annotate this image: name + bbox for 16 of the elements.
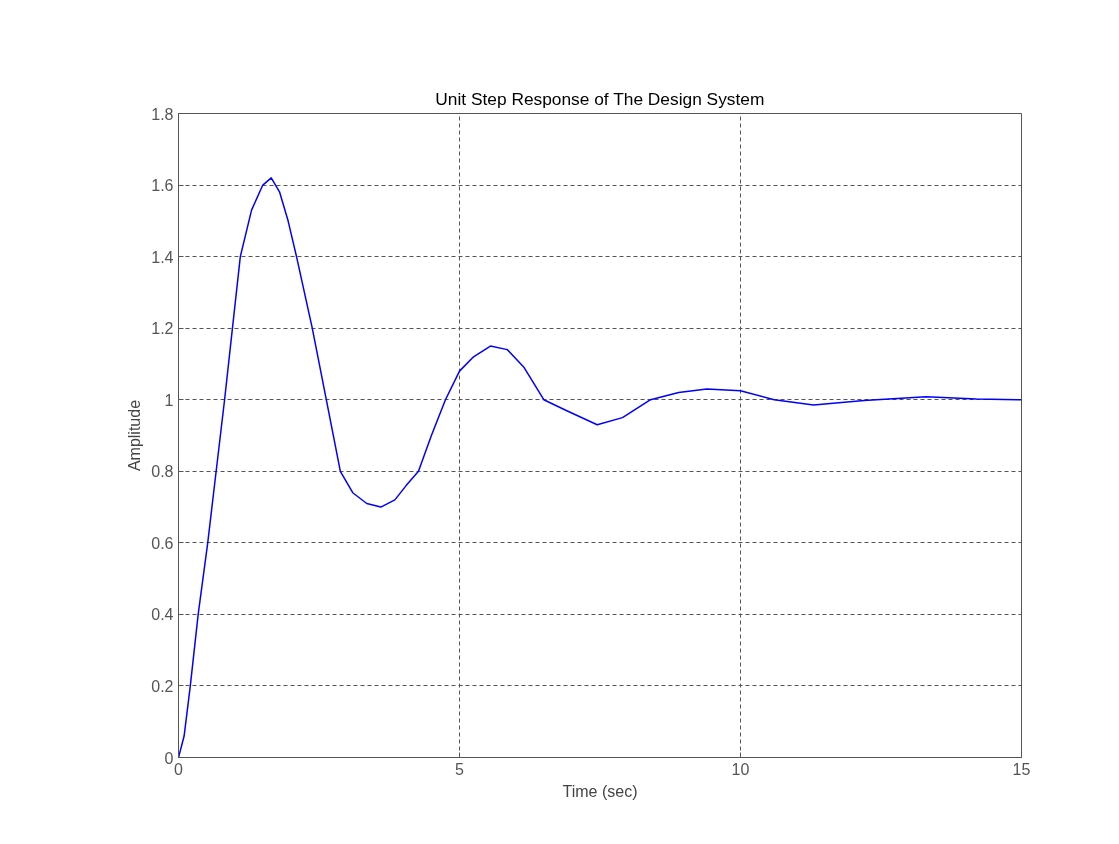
chart-title: Unit Step Response of The Design System	[435, 88, 765, 109]
y-tick-label: 0.4	[151, 606, 174, 624]
y-tick-label: 1.4	[151, 248, 174, 266]
y-tick-label: 0.6	[151, 534, 174, 552]
y-tick-label: 0.8	[151, 463, 174, 481]
y-tick-label: 1.6	[151, 177, 174, 195]
y-tick-label: 1	[164, 391, 174, 409]
y-axis-title: Amplitude	[126, 399, 144, 472]
y-tick-label: 0	[164, 749, 174, 767]
x-axis-title: Time (sec)	[562, 782, 638, 800]
x-tick-label: 10	[731, 760, 750, 778]
x-tick-label: 15	[1012, 760, 1031, 778]
y-tick-label: 1.8	[151, 105, 174, 123]
y-tick-label: 0.2	[151, 677, 174, 695]
y-tick-label: 1.2	[151, 320, 174, 338]
x-tick-label: 5	[455, 760, 465, 778]
